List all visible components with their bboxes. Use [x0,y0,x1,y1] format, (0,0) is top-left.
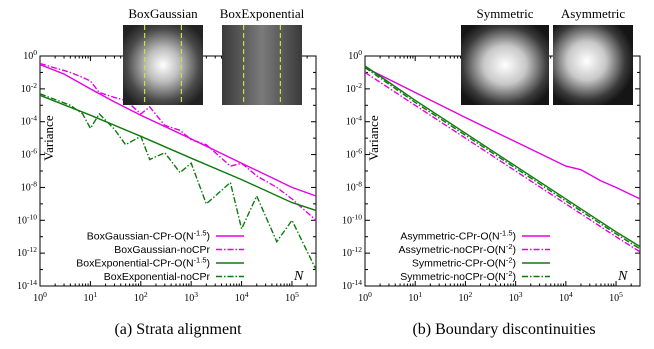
inset-image-fill [461,25,549,105]
y-tick-label: 10-6 [346,147,362,161]
x-axis-label: N [617,269,628,284]
legend-label: Asymmetric-CPr-O(N-1.5) [400,229,516,243]
x-tick-label: 105 [285,290,299,304]
series-line-3 [364,65,641,248]
inset-image-fill [553,25,633,105]
y-tick-label: 10-12 [17,245,37,259]
series-line-2 [39,62,317,221]
panel-caption: (a) Strata alignment [114,321,242,338]
inset-label: BoxGaussian [128,6,198,21]
x-tick-label: 104 [235,290,249,304]
series-line-1 [364,66,641,200]
y-tick-label: 10-14 [17,278,37,292]
y-tick-label: 10-14 [342,278,362,292]
x-tick-label: 101 [84,290,98,304]
y-tick-label: 100 [23,48,37,62]
y-tick-label: 10-2 [346,81,362,95]
y-axis-label: Variance [41,115,56,161]
inset-image [461,25,549,105]
y-tick-label: 10-10 [342,212,362,226]
legend-label: BoxGaussian-noCPr [114,244,210,256]
inset-label: BoxExponential [220,6,305,21]
panel-caption: (b) Boundary discontinuities [412,321,595,338]
x-tick-label: 104 [559,290,573,304]
legend-label: BoxExponential-CPr-O(N-1.5) [76,256,210,270]
x-tick-label: 105 [609,290,623,304]
series-line-1 [39,63,317,197]
inset-image [553,25,633,105]
series-line-3 [39,94,317,212]
chart-panel-1: 100 101 102 103 104 105 100 10-2 10-4 10-6 10-8 10-… [17,6,317,338]
x-tick-label: 102 [459,290,473,304]
legend-label: Symmetric-CPr-O(N-2) [412,256,516,270]
y-tick-label: 10-4 [346,114,362,128]
series-line-2 [364,71,641,253]
y-tick-label: 10-8 [21,179,37,193]
y-tick-label: 10-6 [21,147,37,161]
x-tick-label: 100 [358,290,372,304]
legend-label: BoxExponential-noCPr [104,271,211,283]
legend-label: Assymetric-noCPr-O(N-2) [398,242,516,256]
inset-image [123,25,203,105]
chart-panel-2: 100 101 102 103 104 105 100 10-2 10-4 10-6 10-8 10-… [342,6,641,338]
y-tick-label: 10-10 [17,212,37,226]
inset-label: Asymmetric [561,6,625,21]
inset-image-fill [123,25,203,105]
legend-label: Symmetric-noCPr-O(N-2) [400,269,516,283]
x-tick-label: 103 [509,290,523,304]
y-tick-label: 10-12 [342,245,362,259]
y-tick-label: 10-4 [21,114,37,128]
x-tick-label: 100 [33,290,47,304]
series-line-4 [364,66,641,250]
inset-image [222,25,302,105]
x-axis-label: N [293,269,304,284]
y-tick-label: 10-2 [21,81,37,95]
x-tick-label: 103 [184,290,198,304]
y-axis-label: Variance [366,115,381,161]
x-tick-label: 101 [408,290,422,304]
inset-image-fill [222,25,302,105]
legend-label: BoxGaussian-CPr-O(N-1.5) [87,229,210,243]
y-tick-label: 10-8 [346,179,362,193]
inset-label: Symmetric [476,6,533,21]
x-tick-label: 102 [134,290,148,304]
y-tick-label: 100 [348,48,362,62]
